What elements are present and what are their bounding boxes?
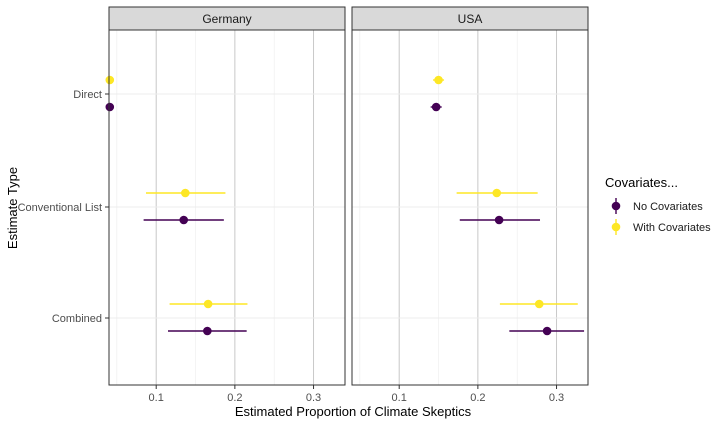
facet-germany: Germany 0.1 0.2 0.3: [105, 6, 346, 404]
point-germany-combined-no-covariates: [203, 326, 212, 336]
point-usa-conventional-list-with-covariates: [492, 188, 502, 198]
point-germany-conventional-list-with-covariates: [181, 188, 190, 198]
legend: Covariates... No Covariates With Covariat…: [605, 175, 711, 235]
y-tick-label-direct: Direct: [73, 89, 102, 101]
legend-item-with-covariates: With Covariates: [611, 219, 711, 235]
y-axis-title: Estimate Type: [5, 167, 20, 249]
facet-panels: Germany 0.1 0.2 0.3 USA 0.1 0.2 0.3: [105, 6, 589, 404]
legend-item-no-covariates: No Covariates: [611, 198, 703, 214]
legend-key-point: [611, 222, 621, 232]
point-germany-combined-with-covariates: [203, 299, 213, 309]
facet-label-germany: Germany: [202, 12, 251, 26]
point-usa-direct-with-covariates: [434, 75, 443, 85]
legend-title: Covariates...: [605, 175, 678, 190]
x-tick-label: 0.3: [549, 392, 564, 404]
point-germany-direct-with-covariates: [105, 75, 115, 85]
x-tick-label: 0.1: [392, 392, 407, 404]
y-tick-label-conventional-list: Conventional List: [18, 202, 102, 214]
legend-label: No Covariates: [633, 201, 703, 213]
x-tick-label: 0.3: [306, 392, 321, 404]
point-germany-conventional-list-no-covariates: [179, 215, 189, 225]
x-tick-label: 0.2: [470, 392, 485, 404]
legend-label: With Covariates: [633, 222, 711, 234]
legend-key-point: [611, 201, 621, 211]
panel-border-usa: [351, 29, 589, 386]
point-germany-direct-no-covariates: [105, 102, 115, 112]
point-usa-conventional-list-no-covariates: [494, 215, 504, 225]
facet-label-usa: USA: [458, 12, 483, 26]
y-axis: Direct Conventional List Combined: [18, 89, 109, 325]
point-usa-combined-with-covariates: [534, 299, 544, 309]
point-usa-combined-no-covariates: [542, 326, 552, 336]
x-tick-label: 0.2: [227, 392, 242, 404]
x-axis-title: Estimated Proportion of Climate Skeptics: [235, 404, 472, 419]
facet-usa: USA 0.1 0.2 0.3: [351, 6, 589, 404]
x-tick-label: 0.1: [149, 392, 164, 404]
y-tick-label-combined: Combined: [52, 313, 102, 325]
point-usa-direct-no-covariates: [431, 102, 441, 112]
